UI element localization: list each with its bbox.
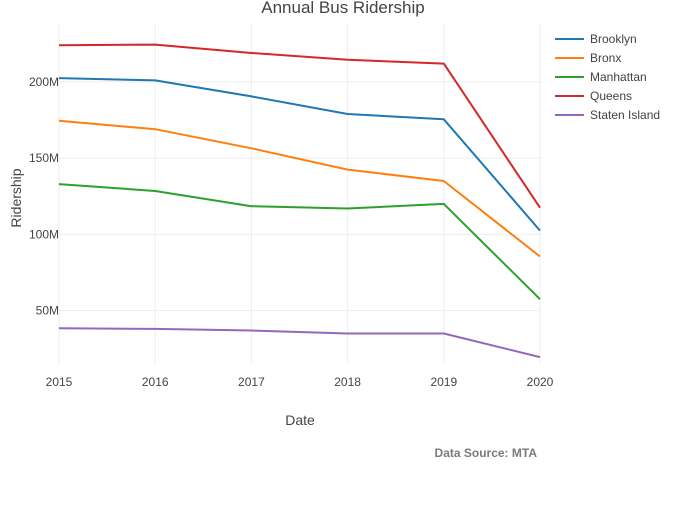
legend-item-bronx[interactable]: Bronx xyxy=(555,51,621,65)
series-line-staten-island xyxy=(58,327,541,359)
x-axis-label: Date xyxy=(285,412,315,428)
x-tick-label: 2019 xyxy=(430,375,457,389)
legend-item-brooklyn[interactable]: Brooklyn xyxy=(555,32,637,46)
legend-label: Staten Island xyxy=(590,108,660,122)
series-line-bronx xyxy=(58,119,541,258)
y-tick-label: 50M xyxy=(36,304,59,318)
series-line-brooklyn xyxy=(58,77,541,232)
x-tick-label: 2017 xyxy=(238,375,265,389)
x-tick-label: 2015 xyxy=(46,375,73,389)
x-tick-label: 2018 xyxy=(334,375,361,389)
series-line-queens xyxy=(58,43,541,209)
x-tick-label: 2016 xyxy=(142,375,169,389)
chart-title: Annual Bus Ridership xyxy=(261,0,424,17)
x-tick-label: 2020 xyxy=(527,375,554,389)
legend: Brooklyn Bronx Manhattan Queens Staten Islan… xyxy=(555,32,660,122)
y-axis: 50M 100M 150M 200M xyxy=(29,75,59,318)
y-tick-label: 150M xyxy=(29,151,59,165)
series-line-manhattan xyxy=(58,183,541,300)
legend-item-queens[interactable]: Queens xyxy=(555,89,632,103)
x-axis: 2015 2016 2017 2018 2019 2020 xyxy=(46,375,554,389)
legend-label: Queens xyxy=(590,89,632,103)
legend-item-manhattan[interactable]: Manhattan xyxy=(555,70,647,84)
plot-area xyxy=(58,43,541,359)
legend-label: Brooklyn xyxy=(590,32,637,46)
legend-item-staten-island[interactable]: Staten Island xyxy=(555,108,660,122)
y-axis-label: Ridership xyxy=(8,168,24,227)
data-source-annotation: Data Source: MTA xyxy=(435,446,538,460)
grid xyxy=(58,24,541,364)
legend-label: Manhattan xyxy=(590,70,647,84)
legend-label: Bronx xyxy=(590,51,621,65)
y-tick-label: 200M xyxy=(29,75,59,89)
y-tick-label: 100M xyxy=(29,227,59,241)
